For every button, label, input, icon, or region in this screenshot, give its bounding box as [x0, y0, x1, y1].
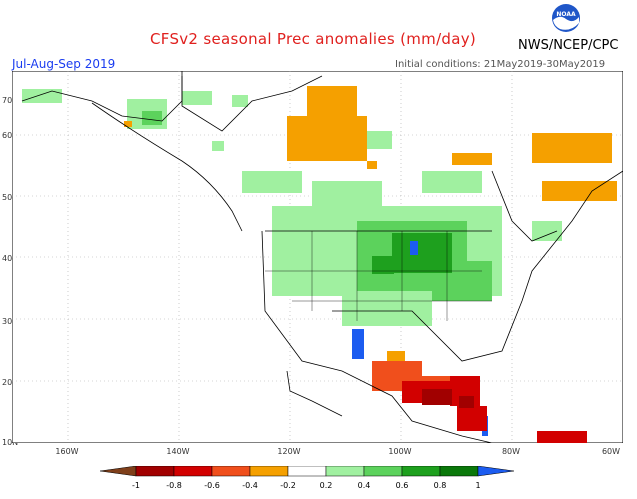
colorbar-tick: -0.4 — [242, 481, 258, 490]
colorbar-swatch — [325, 466, 365, 477]
dark-red-dry-anomaly-patches — [422, 389, 474, 408]
lon-label-160w: 160W — [55, 447, 79, 456]
colorbar-swatches — [100, 466, 515, 477]
lat-label-70n: 70N — [2, 96, 19, 105]
lon-label-60w: 60W — [601, 447, 621, 456]
red-dry-anomaly-patches — [402, 376, 587, 443]
lat-label-10n: 10N — [2, 438, 19, 447]
colorbar-swatch — [135, 466, 175, 477]
lat-label-30n: 30N — [2, 317, 19, 326]
lat-label-60n: 60N — [2, 131, 19, 140]
coastlines-and-borders — [21, 71, 623, 443]
colorbar-tick: 0.6 — [396, 481, 409, 490]
lat-label-20n: 20N — [2, 378, 19, 387]
colorbar-tick: 0.8 — [434, 481, 447, 490]
colorbar-swatch — [477, 466, 515, 477]
colorbar-swatch — [211, 466, 251, 477]
colorbar-swatch — [401, 466, 441, 477]
season-label: Jul-Aug-Sep 2019 — [12, 57, 116, 71]
noaa-logo: NOAA — [552, 4, 580, 32]
colorbar-swatch — [249, 466, 289, 477]
lat-label-40n: 40N — [2, 254, 19, 263]
colorbar-tick: -0.6 — [204, 481, 220, 490]
colorbar-tick: 0.2 — [320, 481, 333, 490]
lon-label-80w: 80W — [501, 447, 521, 456]
agency-label: NWS/NCEP/CPC — [518, 38, 619, 53]
lon-label-120w: 120W — [277, 447, 301, 456]
colorbar-tick: -1 — [132, 481, 140, 490]
svg-text:NOAA: NOAA — [556, 11, 576, 18]
lat-label-50n: 50N — [2, 193, 19, 202]
colorbar-tick: 1 — [475, 481, 480, 490]
state-boundaries — [265, 231, 492, 321]
colorbar-swatch — [100, 466, 137, 477]
initial-conditions-label: Initial conditions: 21May2019-30May2019 — [395, 59, 606, 70]
colorbar-tick: -0.8 — [166, 481, 182, 490]
colorbar-swatch — [363, 466, 403, 477]
chart-title: CFSv2 seasonal Prec anomalies (mm/day) — [150, 30, 477, 48]
colorbar-tick: -0.2 — [280, 481, 296, 490]
lon-label-100w: 100W — [388, 447, 412, 456]
colorbar: -1 -0.8 -0.6 -0.4 -0.2 0.2 0.4 0.6 0.8 1 — [100, 466, 515, 490]
lon-label-140w: 140W — [166, 447, 190, 456]
colorbar-ticks: -1 -0.8 -0.6 -0.4 -0.2 0.2 0.4 0.6 0.8 1 — [132, 481, 481, 490]
colorbar-swatch — [173, 466, 213, 477]
precipitation-anomaly-map — [12, 71, 623, 443]
colorbar-swatch — [287, 466, 327, 477]
colorbar-tick: 0.4 — [358, 481, 371, 490]
colorbar-swatch — [439, 466, 479, 477]
